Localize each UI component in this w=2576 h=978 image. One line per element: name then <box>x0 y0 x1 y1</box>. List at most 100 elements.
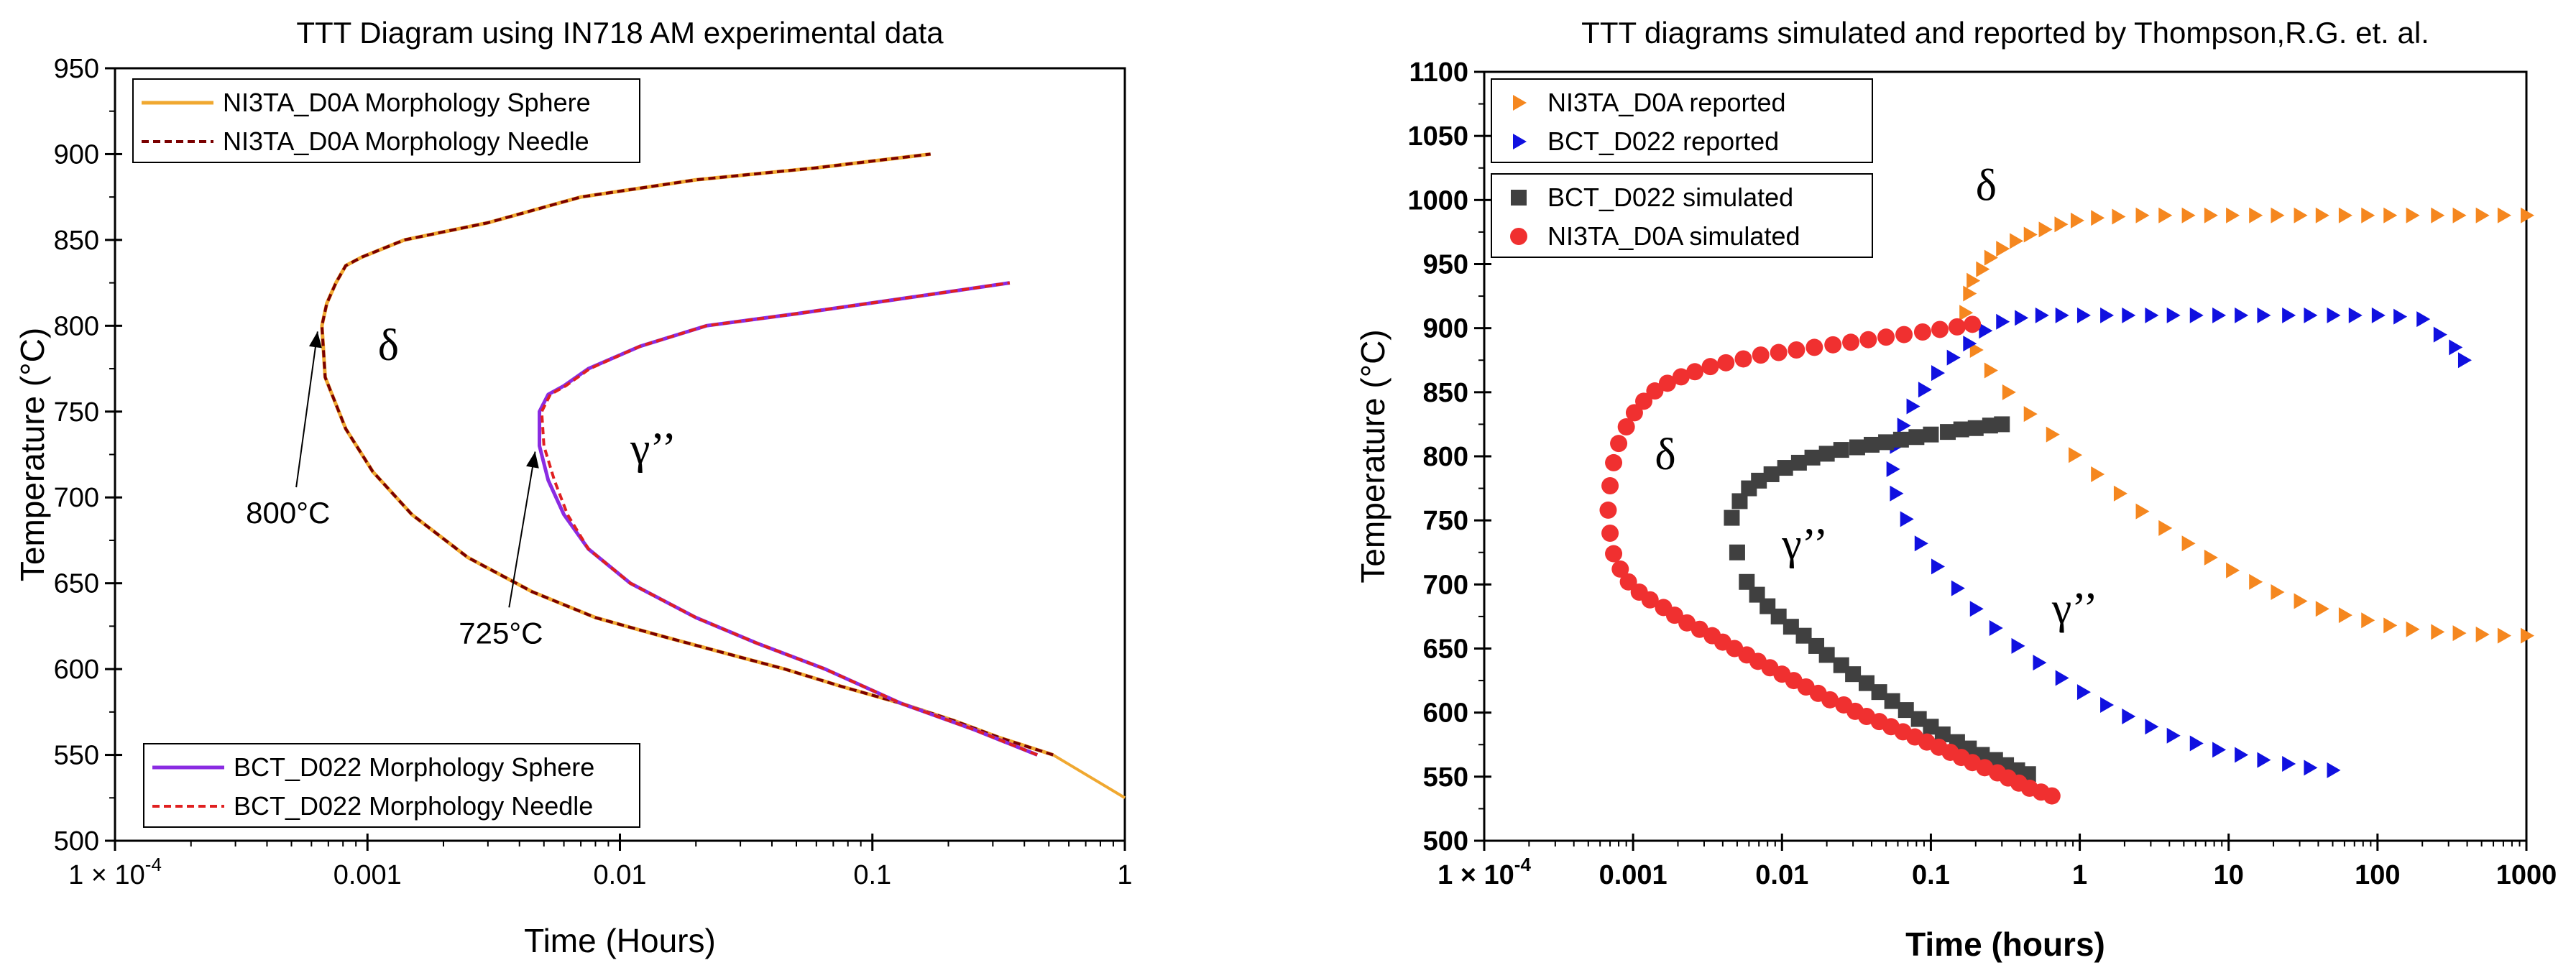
annotation-label: δ <box>1655 430 1675 479</box>
bct-d022-reported-point <box>1969 601 1984 617</box>
r-ytick-label: 600 <box>1423 698 1468 729</box>
legend-sample-marker <box>1513 134 1527 149</box>
ni3ta-d0a-simulated-point <box>1806 338 1823 356</box>
ni3ta-d0a-reported-point <box>2294 207 2308 223</box>
ni3ta-d0a-reported-point <box>2521 627 2534 644</box>
ni3ta-d0a-reported-point <box>2475 626 2490 642</box>
ni3ta-d0a-simulated-point <box>1948 318 1966 336</box>
bct-d022-reported-point <box>2304 307 2318 323</box>
r-ytick-label: 1050 <box>1407 121 1468 152</box>
ni3ta-d0a-reported-point <box>1976 261 1990 277</box>
left-chart-title: TTT Diagram using IN718 AM experimental … <box>296 16 944 50</box>
ni3ta-d0a-reported-point <box>2249 573 2263 590</box>
left-plot-frame <box>114 67 1126 842</box>
left-legend-top: NI3TA_D0A Morphology Sphere NI3TA_D0A Mor… <box>132 78 640 163</box>
ni3ta-d0a-reported-point <box>2249 207 2263 223</box>
r-ytick-label: 650 <box>1423 635 1468 665</box>
r-xtick-label: 1 <box>2072 860 2087 890</box>
l-xtick-label: 0.001 <box>334 860 402 890</box>
ni3ta-d0a-simulated-point <box>1630 583 1648 601</box>
bct-d022-simulated-point <box>1923 426 1939 443</box>
ni3ta-d0a-reported-point <box>2181 535 2196 552</box>
ni3ta-d0a-simulated-point <box>1734 350 1752 368</box>
ni3ta-d0a-reported-point <box>2091 210 2105 226</box>
annotation-arrow <box>295 331 318 488</box>
r-ytick-label: 1100 <box>1409 57 1468 88</box>
ni3ta-d0a-simulated-point <box>1605 545 1623 563</box>
ni3ta-d0a-reported-point <box>2054 216 2069 233</box>
left-chart: TTT Diagram using IN718 AM experimental … <box>14 16 1133 959</box>
left-series <box>320 152 1126 799</box>
r-xtick-label: 0.01 <box>1755 860 1808 890</box>
ni3ta-d0a-reported-point <box>2204 549 2218 566</box>
legend-entry-label: NI3TA_D0A Morphology Sphere <box>223 88 591 117</box>
l-xtick-label: 1 <box>1117 860 1132 890</box>
bct-d022-reported-point <box>1963 336 1977 352</box>
bct-d022-simulated-point <box>1782 619 1799 635</box>
ni3ta-d0a-simulated-point <box>1686 363 1704 381</box>
ni3ta-d0a-reported-point <box>1963 285 1977 302</box>
ni3ta-d0a-reported-point <box>1966 272 1981 289</box>
xtick-label-base: 1 × 10 <box>1438 860 1514 890</box>
bct-d022-simulated-point <box>1804 449 1821 466</box>
ni3ta-d0a-reported-point <box>2315 207 2329 223</box>
ni3ta-d0a-reported-point <box>1969 341 1984 358</box>
r-ytick-label: 800 <box>1423 442 1468 472</box>
bct-d022-reported-point <box>2145 307 2159 323</box>
ni3ta-d0a-reported-point <box>1996 241 2010 257</box>
legend-box <box>1491 78 1873 163</box>
bct-d022-simulated-point <box>1884 693 1900 709</box>
ni3ta-d0a-simulated-point <box>1678 614 1696 632</box>
r-ytick-label: 750 <box>1423 506 1468 536</box>
ni3ta-d0a-morphology-sphere-line <box>320 152 1054 757</box>
ni3ta-d0a-simulated-point <box>1635 392 1653 410</box>
bct-d022-simulated-point <box>1967 420 1984 436</box>
ni3ta-d0a-simulated-point <box>1835 696 1853 714</box>
bct-d022-simulated-point <box>1898 702 1914 719</box>
bct-d022-reported-point <box>2433 326 2447 343</box>
ni3ta-d0a-reported-point <box>2023 226 2038 243</box>
ni3ta-d0a-reported-point <box>2452 625 2467 642</box>
r-ytick-label: 900 <box>1423 314 1468 344</box>
bct-d022-reported-point <box>2449 339 2463 356</box>
l-ytick-label: 850 <box>54 226 99 256</box>
legend-box <box>1491 173 1873 258</box>
l-ytick-label: 950 <box>54 54 99 84</box>
ni3ta-d0a-simulated-point <box>1877 328 1895 346</box>
bct-d022-simulated-point <box>1940 424 1956 440</box>
bct-d022-simulated-point <box>1731 493 1748 509</box>
annotation-label: γ’’ <box>630 424 676 473</box>
ni3ta-d0a-reported-point <box>2406 207 2420 223</box>
ni3ta-d0a-reported-point <box>2475 207 2490 223</box>
ni3ta-d0a-reported-point <box>2038 221 2053 238</box>
ni3ta-d0a-reported-point <box>2113 485 2128 502</box>
bct-d022-reported-point <box>2015 310 2029 326</box>
bct-d022-simulated-point <box>1833 442 1849 458</box>
ni3ta-d0a-simulated-point <box>1770 343 1788 361</box>
bct-d022-reported-point <box>2457 352 2472 369</box>
bct-d022-reported-point <box>2033 655 2047 671</box>
ni3ta-d0a-reported-point <box>2452 207 2467 223</box>
bct-d022-simulated-point <box>1953 421 1969 438</box>
bct-d022-reported-point <box>2393 308 2408 325</box>
ni3ta-d0a-simulated-point <box>1601 477 1619 495</box>
annotation-arrow <box>508 451 536 608</box>
bct-d022-reported-point <box>1886 461 1900 477</box>
bct-d022-reported-point <box>2282 756 2296 772</box>
ni3ta-d0a-simulated-point <box>1610 435 1628 453</box>
ni3ta-d0a-reported-point <box>2294 593 2308 609</box>
ni3ta-d0a-simulated-point <box>1599 501 1617 519</box>
ni3ta-d0a-simulated-point <box>1842 333 1860 351</box>
bct-d022-simulated-point <box>1910 711 1927 727</box>
bct-d022-simulated-point <box>1878 434 1895 451</box>
bct-d022-reported-point <box>2416 311 2431 328</box>
ni3ta-d0a-simulated-point <box>1605 453 1623 471</box>
ni3ta-d0a-reported-point <box>2315 601 2329 617</box>
ni3ta-d0a-reported-point <box>2271 584 2285 601</box>
ni3ta-d0a-reported-point <box>2431 624 2445 640</box>
right-ticks: 5005506006507007508008509009501000105011… <box>1407 57 2557 890</box>
bct-d022-reported-point <box>2235 307 2249 323</box>
ni3ta-d0a-simulated-point <box>1611 560 1629 578</box>
bct-d022-simulated-point <box>1818 446 1835 462</box>
ni3ta-d0a-reported-point <box>2010 233 2024 249</box>
